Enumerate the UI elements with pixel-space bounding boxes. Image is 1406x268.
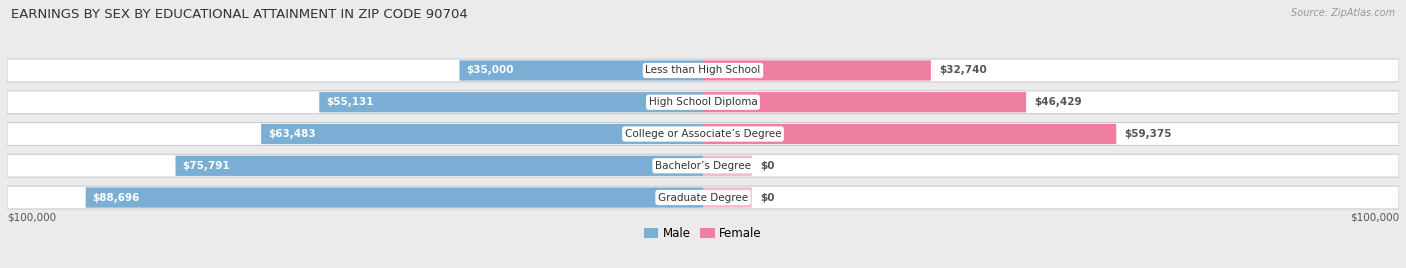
FancyBboxPatch shape (703, 60, 931, 81)
Text: Graduate Degree: Graduate Degree (658, 192, 748, 203)
FancyBboxPatch shape (7, 154, 1399, 177)
FancyBboxPatch shape (460, 60, 703, 81)
FancyBboxPatch shape (262, 124, 703, 144)
Text: $35,000: $35,000 (467, 65, 513, 76)
Text: $46,429: $46,429 (1035, 97, 1083, 107)
FancyBboxPatch shape (176, 156, 703, 176)
Text: $75,791: $75,791 (183, 161, 231, 171)
FancyBboxPatch shape (7, 186, 1399, 209)
Text: Less than High School: Less than High School (645, 65, 761, 76)
FancyBboxPatch shape (86, 187, 703, 208)
Text: $0: $0 (761, 161, 775, 171)
Text: $59,375: $59,375 (1125, 129, 1173, 139)
Text: $63,483: $63,483 (269, 129, 316, 139)
Text: $32,740: $32,740 (939, 65, 987, 76)
Text: Bachelor’s Degree: Bachelor’s Degree (655, 161, 751, 171)
Text: $0: $0 (761, 192, 775, 203)
Text: $100,000: $100,000 (1350, 212, 1399, 222)
FancyBboxPatch shape (703, 124, 1116, 144)
Text: $88,696: $88,696 (93, 192, 141, 203)
FancyBboxPatch shape (703, 187, 752, 208)
Text: EARNINGS BY SEX BY EDUCATIONAL ATTAINMENT IN ZIP CODE 90704: EARNINGS BY SEX BY EDUCATIONAL ATTAINMEN… (11, 8, 468, 21)
FancyBboxPatch shape (703, 156, 752, 176)
FancyBboxPatch shape (7, 59, 1399, 82)
Text: High School Diploma: High School Diploma (648, 97, 758, 107)
FancyBboxPatch shape (319, 92, 703, 112)
FancyBboxPatch shape (703, 92, 1026, 112)
FancyBboxPatch shape (7, 91, 1399, 114)
FancyBboxPatch shape (7, 122, 1399, 146)
Text: Source: ZipAtlas.com: Source: ZipAtlas.com (1291, 8, 1395, 18)
Text: College or Associate’s Degree: College or Associate’s Degree (624, 129, 782, 139)
Legend: Male, Female: Male, Female (640, 222, 766, 245)
Text: $100,000: $100,000 (7, 212, 56, 222)
Text: $55,131: $55,131 (326, 97, 374, 107)
